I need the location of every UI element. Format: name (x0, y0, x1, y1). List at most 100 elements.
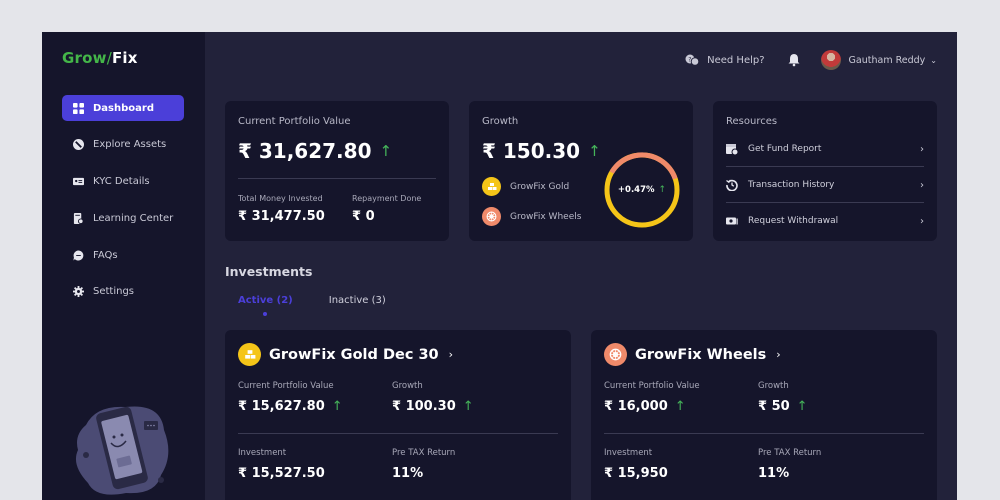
return-label: Pre TAX Return (392, 448, 456, 458)
help-chat-icon: ? (685, 54, 700, 66)
request-withdrawal-link[interactable]: Request Withdrawal › (726, 203, 924, 239)
resources-title: Resources (726, 116, 778, 127)
logo-slash: / (106, 49, 112, 67)
total-invested-label: Total Money Invested (238, 194, 323, 203)
need-help-label: Need Help? (707, 54, 765, 66)
logo-fix: Fix (111, 49, 138, 67)
growth-value-text: ₹ 50 (758, 399, 790, 414)
total-invested-value: ₹ 31,477.50 (238, 209, 325, 224)
investment-value: ₹ 15,950 (604, 466, 668, 481)
sidebar-item-label: FAQs (93, 249, 118, 261)
investment-card-gold: GrowFix Gold Dec 30 › Current Portfolio … (225, 330, 571, 500)
pre-tax-return: Pre TAX Return 11% (392, 448, 455, 481)
investment-amount: Investment ₹ 15,950 (604, 448, 668, 481)
legend-item-gold: GrowFix Gold (482, 177, 569, 196)
investments-tabs: Active (2) Inactive (3) (238, 295, 422, 316)
arrow-up-icon: ↑ (331, 399, 343, 414)
topbar: ? Need Help? Gautham Reddy ⌄ (685, 49, 937, 71)
portfolio-value: ₹ 31,627.80 ↑ (238, 139, 392, 163)
arrow-up-icon: ↑ (379, 142, 393, 160)
sidebar-nav: Dashboard Explore Assets KYC Details Lea… (62, 95, 184, 316)
cash-icon (726, 217, 738, 225)
user-menu[interactable]: Gautham Reddy ⌄ (820, 50, 937, 70)
get-fund-report-link[interactable]: Get Fund Report › (726, 131, 924, 167)
cpv-label: Current Portfolio Value (238, 381, 334, 391)
bell-icon[interactable] (787, 53, 801, 67)
report-icon (726, 144, 738, 155)
resource-label: Get Fund Report (748, 144, 822, 154)
transaction-history-link[interactable]: Transaction History › (726, 167, 924, 203)
gold-bars-icon (238, 343, 261, 366)
sidebar-item-settings[interactable]: Settings (62, 279, 184, 305)
wheel-icon (482, 207, 501, 226)
growth-value-text: ₹ 100.30 (392, 399, 456, 414)
need-help-button[interactable]: ? Need Help? (685, 54, 765, 66)
investment-growth: Growth ₹ 50 ↑ (758, 381, 808, 414)
investment-label: Investment (604, 448, 653, 458)
legend-label: GrowFix Gold (510, 181, 570, 192)
growth-value-text: ₹ 150.30 (482, 139, 581, 163)
growth-donut-chart (604, 152, 680, 228)
sidebar-item-label: Explore Assets (93, 139, 167, 151)
return-value: 11% (392, 466, 424, 481)
repayment-label: Repayment Done (352, 194, 422, 203)
return-label: Pre TAX Return (758, 448, 822, 458)
divider (726, 166, 924, 167)
divider (604, 433, 924, 434)
total-invested: Total Money Invested ₹ 31,477.50 (238, 194, 325, 224)
chat-bubble-icon (72, 249, 84, 261)
svg-text:?: ? (688, 56, 691, 63)
investment-title: GrowFix Gold Dec 30 (269, 346, 439, 363)
arrow-up-icon: ↑ (588, 142, 601, 160)
investment-value: ₹ 15,527.50 (238, 466, 325, 481)
arrow-up-icon: ↑ (674, 399, 686, 414)
chevron-down-icon: ⌄ (930, 55, 937, 65)
sidebar-item-label: Learning Center (93, 212, 174, 224)
chevron-right-icon: › (920, 215, 924, 227)
logo[interactable]: Grow/Fix (62, 49, 138, 67)
growth-value: ₹ 150.30 ↑ (482, 139, 601, 163)
compass-icon (72, 139, 84, 151)
cpv-label: Current Portfolio Value (604, 381, 700, 391)
sidebar-item-faqs[interactable]: FAQs (62, 242, 184, 268)
chevron-right-icon: › (920, 179, 924, 191)
main-content: ? Need Help? Gautham Reddy ⌄ Current Por… (205, 32, 957, 500)
investments-title: Investments (225, 264, 313, 279)
sidebar-item-explore-assets[interactable]: Explore Assets (62, 132, 184, 158)
id-card-icon (72, 176, 84, 188)
sidebar: Grow/Fix Dashboard Explore Assets KYC De… (42, 32, 205, 500)
sidebar-item-dashboard[interactable]: Dashboard (62, 95, 184, 121)
grid-icon (72, 102, 84, 114)
divider (238, 178, 436, 179)
divider (726, 202, 924, 203)
chevron-right-icon: › (448, 348, 454, 361)
cpv-value: ₹ 15,627.80 ↑ (238, 399, 343, 414)
investment-title: GrowFix Wheels (635, 346, 767, 363)
arrow-up-icon: ↑ (796, 399, 808, 414)
sidebar-item-label: Dashboard (93, 102, 154, 114)
sidebar-item-kyc-details[interactable]: KYC Details (62, 169, 184, 195)
investment-card-wheels: GrowFix Wheels › Current Portfolio Value… (591, 330, 937, 500)
investment-growth: Growth ₹ 100.30 ↑ (392, 381, 474, 414)
portfolio-title: Current Portfolio Value (238, 116, 351, 127)
growth-percent: +0.47% (617, 185, 655, 195)
cpv-value: ₹ 16,000 ↑ (604, 399, 700, 414)
sidebar-item-learning-center[interactable]: Learning Center (62, 205, 184, 231)
investment-card-header[interactable]: GrowFix Wheels › (604, 343, 781, 366)
tab-inactive[interactable]: Inactive (3) (328, 295, 386, 306)
sidebar-item-label: Settings (93, 286, 135, 298)
cpv-value-text: ₹ 15,627.80 (238, 399, 325, 414)
investment-label: Investment (238, 448, 287, 458)
sidebar-item-label: KYC Details (93, 176, 150, 188)
growth-card: Growth ₹ 150.30 ↑ GrowFix Gold GrowFix W… (469, 101, 693, 241)
resources-card: Resources Get Fund Report › Transaction … (713, 101, 937, 241)
wheel-icon (604, 343, 627, 366)
legend-label: GrowFix Wheels (510, 211, 582, 222)
resource-label: Transaction History (748, 180, 835, 190)
tab-active[interactable]: Active (2) (238, 295, 293, 316)
portfolio-card: Current Portfolio Value ₹ 31,627.80 ↑ To… (225, 101, 449, 241)
return-value: 11% (758, 466, 790, 481)
investment-card-header[interactable]: GrowFix Gold Dec 30 › (238, 343, 453, 366)
user-name: Gautham Reddy (848, 54, 926, 66)
book-icon (72, 212, 84, 224)
